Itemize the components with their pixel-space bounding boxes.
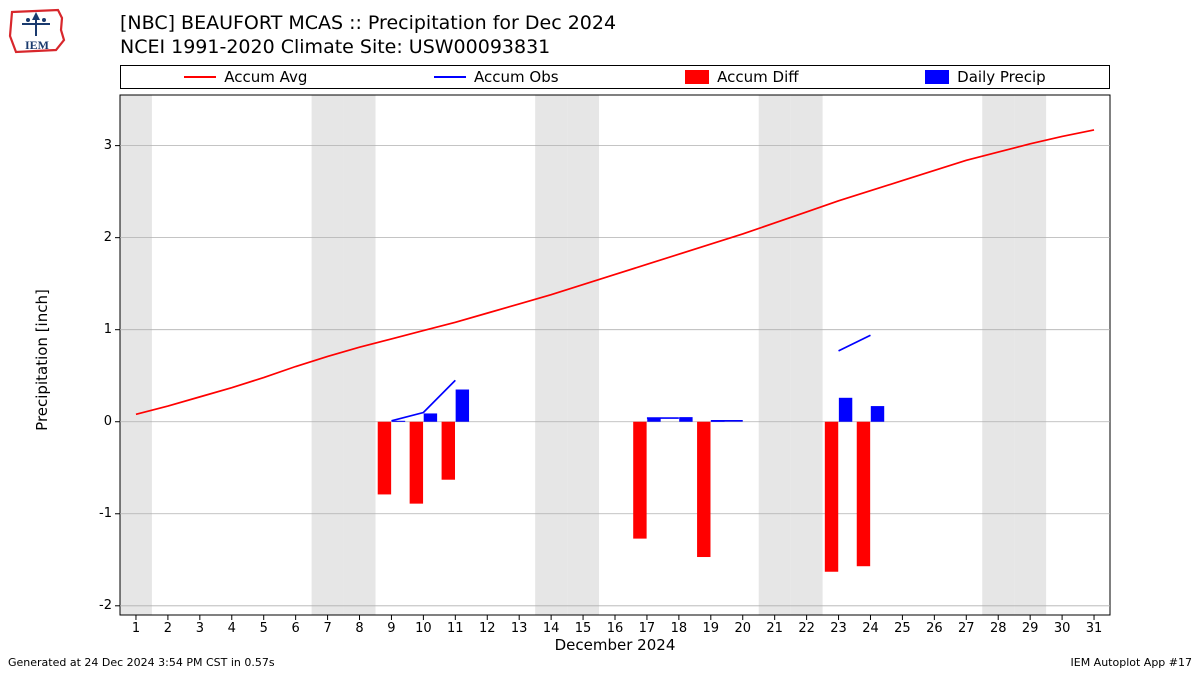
x-tick-label: 29	[1022, 621, 1039, 636]
y-tick-label: -2	[72, 598, 112, 613]
x-tick-label: 30	[1054, 621, 1071, 636]
x-tick-label: 1	[132, 621, 140, 636]
x-tick-label: 10	[415, 621, 432, 636]
x-tick-label: 21	[766, 621, 783, 636]
x-tick-label: 2	[164, 621, 172, 636]
x-tick-label: 25	[894, 621, 911, 636]
x-tick-label: 15	[575, 621, 592, 636]
footer-app: IEM Autoplot App #17	[1071, 656, 1193, 669]
x-tick-label: 23	[830, 621, 847, 636]
y-tick-label: 1	[72, 322, 112, 337]
x-tick-label: 3	[196, 621, 204, 636]
y-tick-label: 3	[72, 138, 112, 153]
y-tick-label: -1	[72, 506, 112, 521]
x-tick-label: 5	[260, 621, 268, 636]
x-tick-label: 12	[479, 621, 496, 636]
x-tick-label: 28	[990, 621, 1007, 636]
x-tick-label: 4	[228, 621, 236, 636]
x-tick-label: 6	[292, 621, 300, 636]
x-tick-label: 11	[447, 621, 464, 636]
x-tick-label: 17	[639, 621, 656, 636]
x-tick-label: 22	[798, 621, 815, 636]
x-tick-label: 27	[958, 621, 975, 636]
x-tick-label: 19	[703, 621, 720, 636]
x-tick-label: 9	[387, 621, 395, 636]
y-tick-label: 0	[72, 414, 112, 429]
x-tick-label: 8	[355, 621, 363, 636]
x-tick-label: 13	[511, 621, 528, 636]
x-tick-label: 7	[323, 621, 331, 636]
x-tick-label: 18	[671, 621, 688, 636]
precip-chart	[0, 0, 1200, 675]
x-tick-label: 26	[926, 621, 943, 636]
x-tick-label: 16	[607, 621, 624, 636]
x-tick-label: 14	[543, 621, 560, 636]
x-tick-label: 20	[734, 621, 751, 636]
y-tick-label: 2	[72, 230, 112, 245]
x-tick-label: 24	[862, 621, 879, 636]
x-tick-label: 31	[1086, 621, 1103, 636]
footer-generated: Generated at 24 Dec 2024 3:54 PM CST in …	[8, 656, 275, 669]
